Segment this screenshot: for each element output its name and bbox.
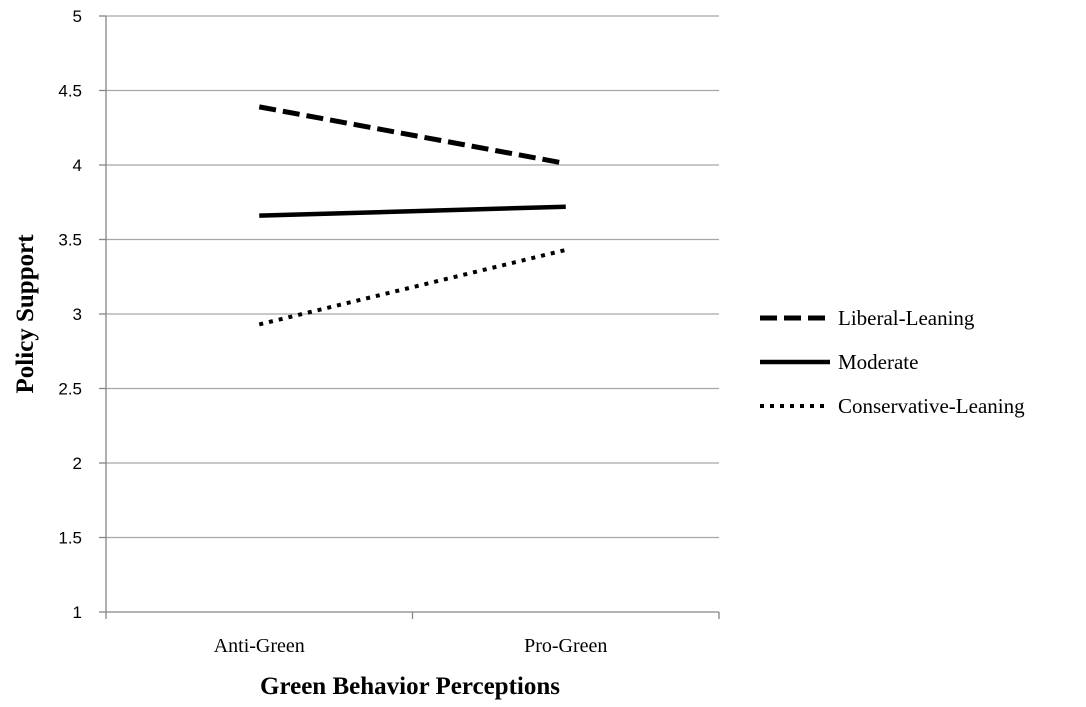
y-tick-label: 5 bbox=[73, 7, 82, 26]
y-tick-label: 3 bbox=[73, 305, 82, 324]
series-lines bbox=[258, 104, 567, 327]
y-tick-label: 2 bbox=[73, 454, 82, 473]
gridlines bbox=[106, 15, 719, 539]
legend: Liberal-Leaning Moderate Conservative-Lean… bbox=[760, 306, 1025, 418]
y-tick-label: 1 bbox=[73, 603, 82, 622]
y-tick-label: 4 bbox=[73, 156, 82, 175]
series-line-conservative-leaning bbox=[258, 247, 567, 327]
y-tick-label: 1.5 bbox=[58, 529, 82, 548]
x-axis-ticks: Anti-Green Pro-Green bbox=[105, 612, 720, 657]
series-line-moderate bbox=[259, 204, 566, 218]
y-tick-label: 4.5 bbox=[58, 82, 82, 101]
y-axis-ticks: 1 1.5 2 2.5 3 3.5 4 4.5 5 bbox=[58, 7, 106, 622]
x-axis-title: Green Behavior Perceptions bbox=[260, 673, 560, 700]
legend-label: Moderate bbox=[838, 350, 918, 374]
y-axis-title: Policy Support bbox=[12, 234, 39, 394]
x-tick-label: Anti-Green bbox=[214, 635, 305, 657]
legend-label: Liberal-Leaning bbox=[838, 306, 975, 330]
series-line-liberal-leaning bbox=[258, 104, 567, 166]
legend-label: Conservative-Leaning bbox=[838, 394, 1025, 418]
x-tick-label: Pro-Green bbox=[524, 635, 607, 657]
y-tick-label: 2.5 bbox=[58, 380, 82, 399]
y-tick-label: 3.5 bbox=[58, 231, 82, 250]
